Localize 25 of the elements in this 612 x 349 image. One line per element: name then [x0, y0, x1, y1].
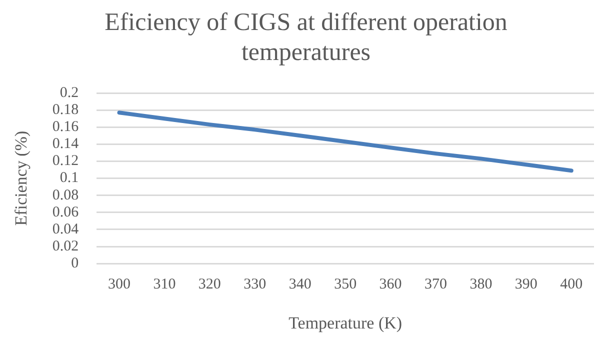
x-axis-title: Temperature (K) — [288, 313, 402, 332]
x-tick-label: 330 — [244, 276, 266, 293]
y-tick-label: 0.06 — [52, 204, 80, 220]
y-tick-label: 0.1 — [60, 170, 79, 186]
y-tick-label: 0.2 — [60, 84, 79, 101]
x-tick-label: 350 — [334, 276, 357, 293]
y-tick-label: 0.14 — [52, 136, 80, 152]
y-axis-title: Eficiency (%) — [12, 130, 31, 226]
y-tick-label: 0.04 — [52, 221, 80, 238]
x-tick-label: 320 — [198, 276, 221, 293]
y-tick-label: 0.02 — [52, 238, 79, 254]
y-tick-label: 0 — [71, 256, 79, 272]
x-tick-label: 390 — [514, 276, 538, 293]
chart-title: Eficiency of CIGS at different operation temperatures — [104, 8, 508, 66]
y-tick-label: 0.08 — [52, 187, 79, 204]
x-tick-label: 300 — [108, 276, 131, 293]
x-tick-label: 370 — [424, 276, 447, 293]
y-tick-label: 0.16 — [52, 119, 80, 136]
x-tick-label: 360 — [379, 276, 402, 293]
y-tick-label: 0.18 — [52, 102, 79, 118]
y-tick-label: 0.12 — [52, 153, 79, 170]
x-tick-label: 380 — [470, 276, 492, 293]
x-tick-label: 340 — [288, 276, 312, 293]
x-tick-label: 400 — [560, 276, 583, 293]
x-tick-label: 310 — [153, 276, 176, 293]
